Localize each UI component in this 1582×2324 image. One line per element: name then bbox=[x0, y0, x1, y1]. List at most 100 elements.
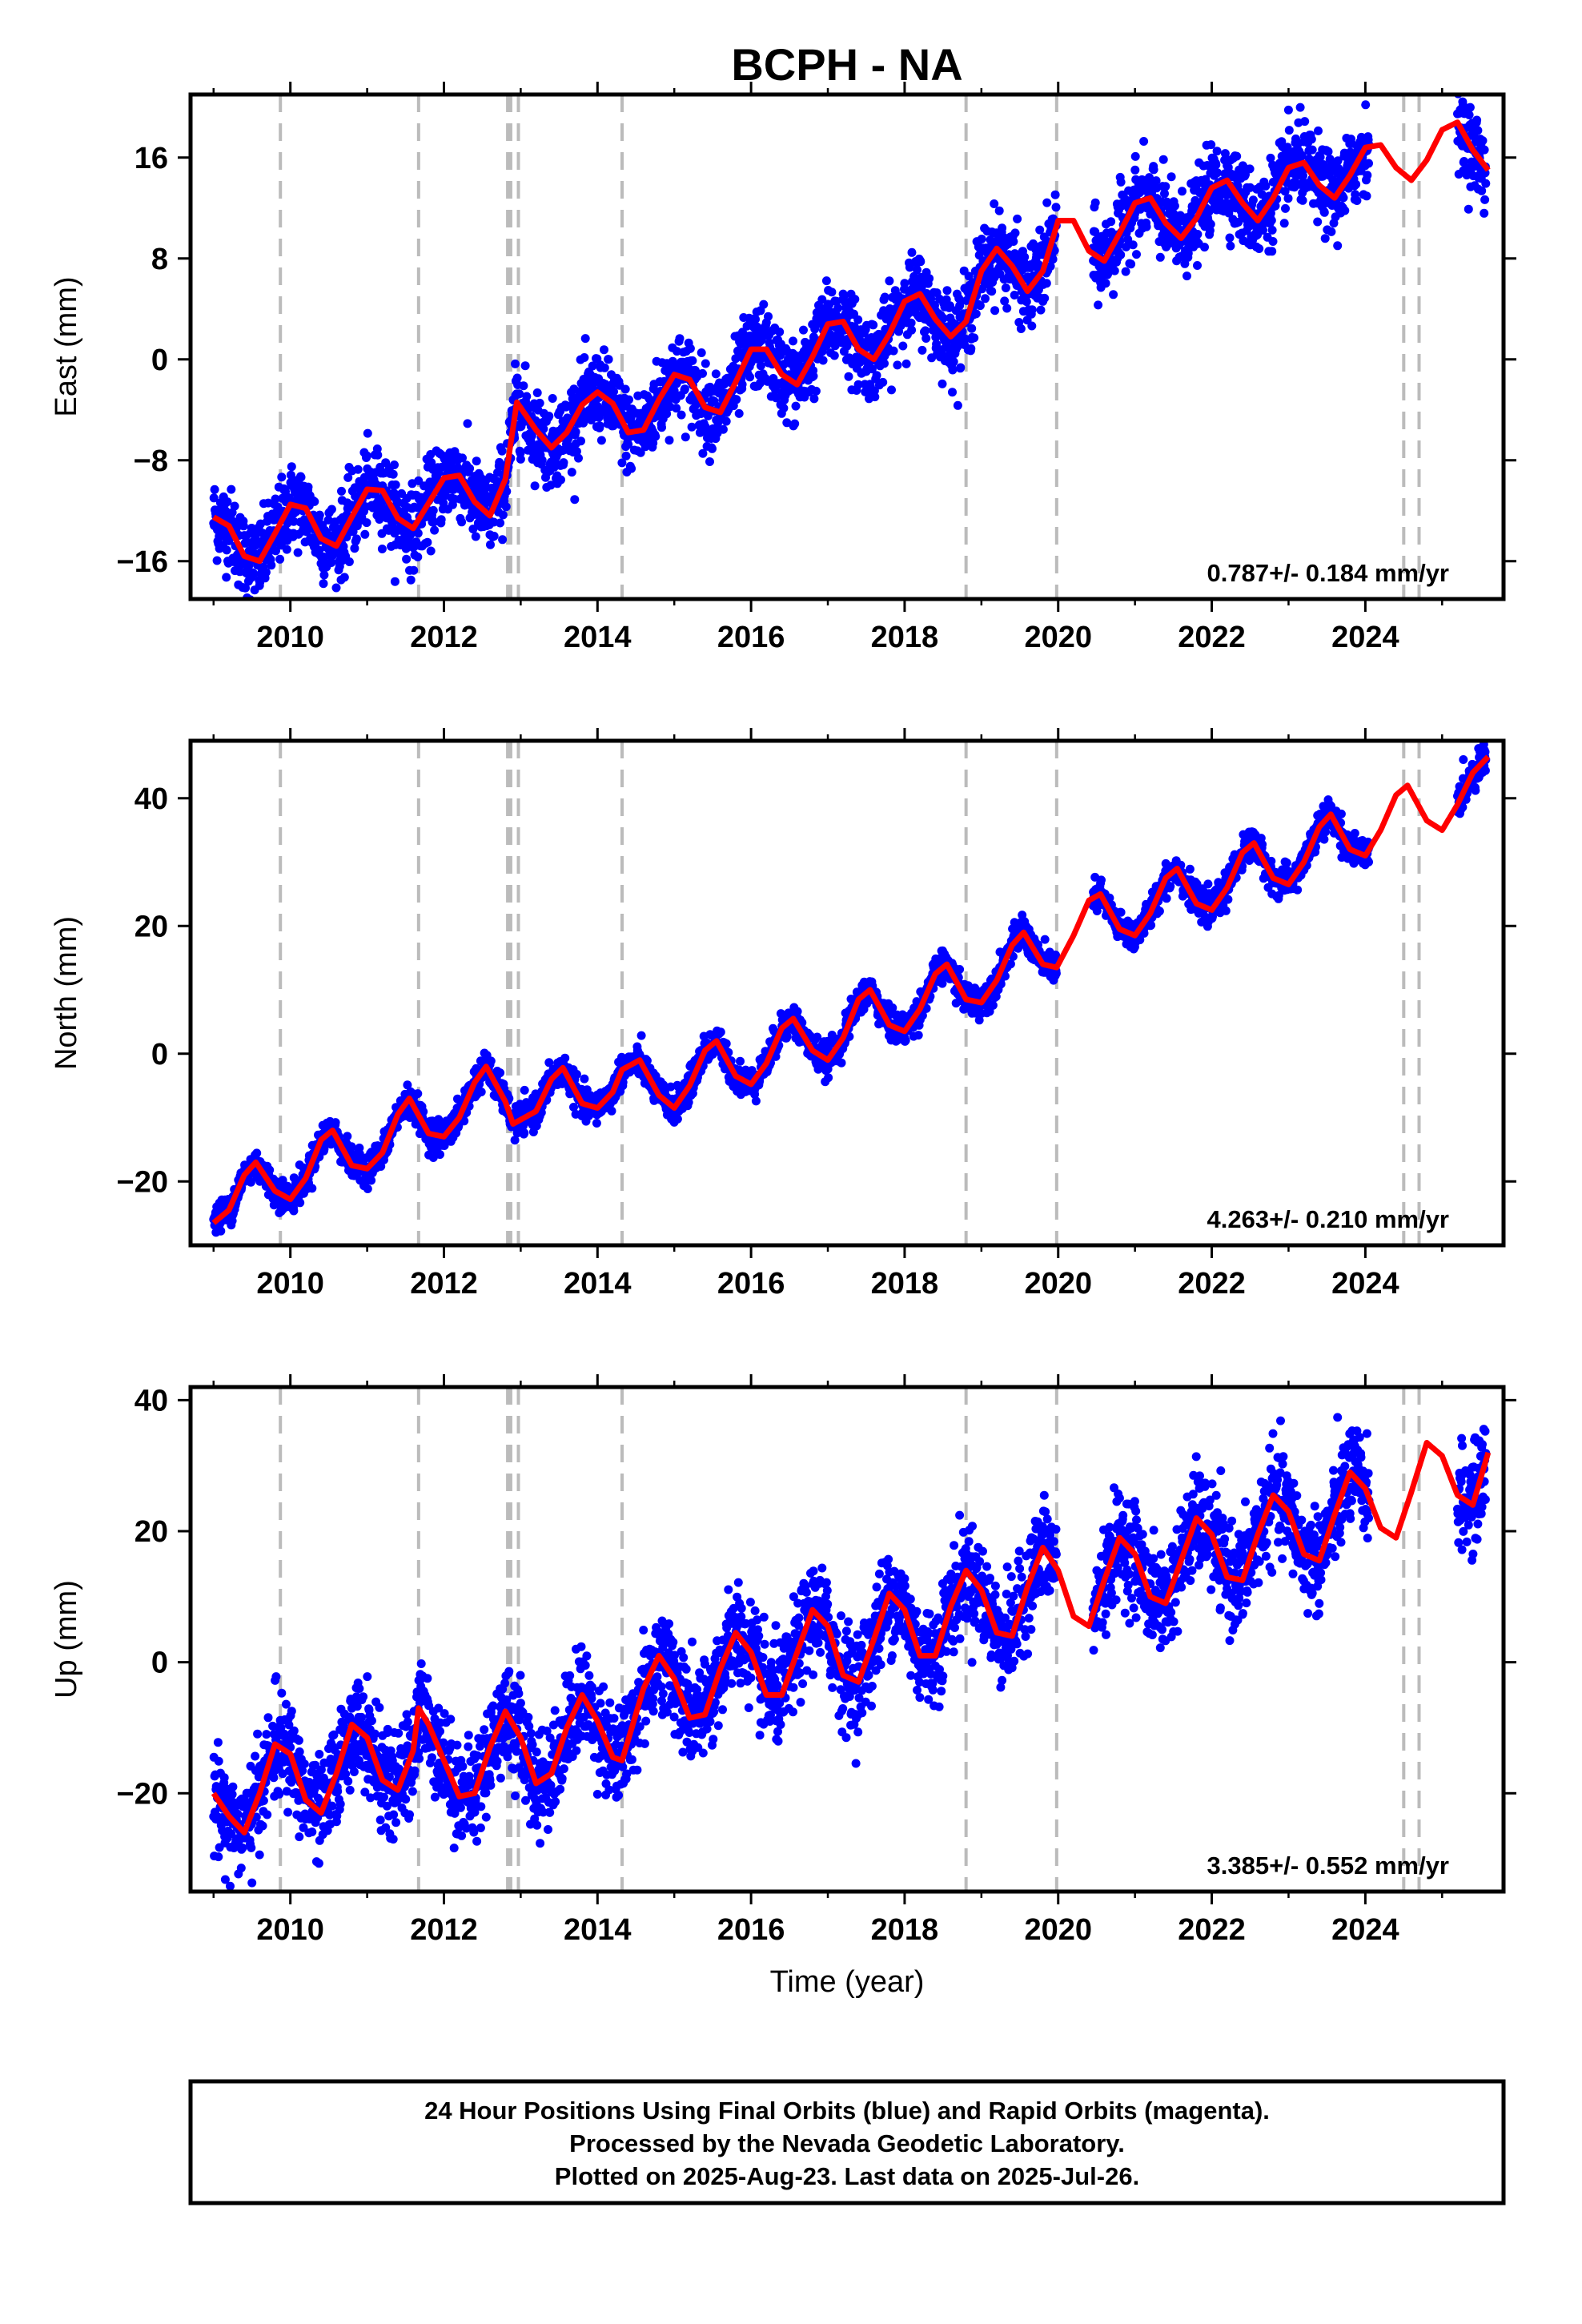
x-tick-label: 2016 bbox=[717, 621, 785, 654]
data-point bbox=[1248, 195, 1258, 205]
data-point bbox=[1477, 186, 1487, 195]
data-point bbox=[688, 356, 697, 365]
data-point bbox=[472, 456, 481, 466]
data-point bbox=[1464, 111, 1474, 119]
data-point bbox=[703, 411, 713, 420]
data-point bbox=[319, 1144, 329, 1154]
data-point bbox=[520, 1128, 529, 1138]
data-point bbox=[1460, 157, 1469, 166]
data-point bbox=[1149, 165, 1158, 175]
data-point bbox=[388, 469, 398, 479]
data-point bbox=[1035, 225, 1045, 235]
data-point bbox=[1151, 176, 1161, 186]
data-point bbox=[1478, 136, 1488, 146]
data-point bbox=[1109, 290, 1118, 300]
data-point bbox=[759, 300, 769, 309]
data-point bbox=[907, 247, 917, 257]
data-point bbox=[373, 450, 383, 460]
data-point bbox=[1207, 140, 1216, 150]
data-point bbox=[967, 324, 977, 333]
data-point bbox=[675, 334, 685, 344]
data-point bbox=[580, 353, 589, 362]
data-point bbox=[998, 223, 1007, 233]
data-point bbox=[1013, 214, 1022, 223]
data-point bbox=[981, 294, 990, 304]
data-point bbox=[1042, 198, 1052, 207]
data-point bbox=[687, 422, 697, 432]
data-point bbox=[371, 480, 381, 489]
data-point bbox=[522, 392, 532, 401]
data-point bbox=[698, 448, 708, 458]
data-point bbox=[413, 529, 423, 538]
data-point bbox=[716, 1027, 725, 1037]
data-point bbox=[1051, 203, 1061, 212]
data-point bbox=[1464, 204, 1473, 214]
data-point bbox=[409, 565, 419, 575]
data-point bbox=[609, 387, 618, 396]
data-point bbox=[426, 546, 436, 556]
data-point bbox=[1178, 187, 1186, 196]
data-point bbox=[315, 510, 324, 520]
data-point bbox=[680, 384, 689, 394]
data-point bbox=[1319, 207, 1329, 217]
data-point bbox=[1212, 147, 1222, 156]
data-point bbox=[532, 388, 542, 397]
data-point bbox=[330, 611, 339, 620]
data-point bbox=[1314, 126, 1323, 135]
data-point bbox=[1036, 305, 1046, 315]
data-point bbox=[685, 344, 695, 353]
data-point bbox=[651, 432, 661, 441]
data-point bbox=[1090, 198, 1100, 207]
data-point bbox=[1183, 248, 1193, 258]
data-point bbox=[539, 424, 548, 433]
data-point bbox=[520, 361, 530, 371]
data-point bbox=[994, 206, 1004, 215]
data-point bbox=[1473, 126, 1483, 135]
data-point bbox=[572, 1070, 581, 1079]
data-point bbox=[319, 570, 329, 580]
data-point bbox=[745, 372, 755, 382]
data-point bbox=[990, 306, 1000, 316]
data-point bbox=[1234, 217, 1243, 227]
data-point bbox=[1280, 187, 1290, 196]
data-point bbox=[721, 1039, 731, 1048]
data-point bbox=[917, 345, 927, 355]
data-point bbox=[337, 486, 346, 496]
data-point bbox=[889, 346, 898, 356]
data-point bbox=[708, 444, 717, 453]
data-point bbox=[1142, 222, 1151, 231]
data-point bbox=[350, 544, 359, 553]
data-point bbox=[1364, 159, 1373, 168]
model-curve bbox=[211, 119, 1491, 565]
figure-title: BCPH - NA bbox=[731, 39, 962, 90]
data-point bbox=[627, 464, 636, 473]
data-point bbox=[677, 410, 686, 420]
data-point bbox=[1126, 259, 1136, 269]
data-point bbox=[809, 372, 818, 381]
data-point bbox=[1200, 243, 1209, 252]
data-point bbox=[271, 546, 280, 556]
data-point bbox=[460, 1116, 469, 1126]
data-point bbox=[574, 453, 583, 463]
data-point bbox=[402, 554, 412, 564]
data-point bbox=[600, 363, 609, 372]
data-point bbox=[473, 489, 482, 499]
data-point bbox=[246, 1177, 255, 1187]
data-point bbox=[657, 423, 666, 432]
data-point bbox=[850, 295, 860, 304]
data-point bbox=[1357, 132, 1366, 142]
data-point bbox=[987, 287, 997, 296]
data-point bbox=[501, 502, 511, 512]
data-point bbox=[938, 313, 948, 323]
data-point bbox=[544, 412, 554, 421]
data-point bbox=[1266, 153, 1275, 163]
data-point bbox=[948, 388, 957, 397]
data-point bbox=[869, 320, 878, 330]
data-point bbox=[734, 408, 744, 418]
data-point bbox=[351, 534, 361, 544]
data-point bbox=[1320, 234, 1330, 243]
data-points bbox=[209, 94, 1491, 620]
data-point bbox=[1271, 201, 1280, 211]
data-point bbox=[1245, 164, 1255, 174]
data-point bbox=[1170, 201, 1179, 211]
